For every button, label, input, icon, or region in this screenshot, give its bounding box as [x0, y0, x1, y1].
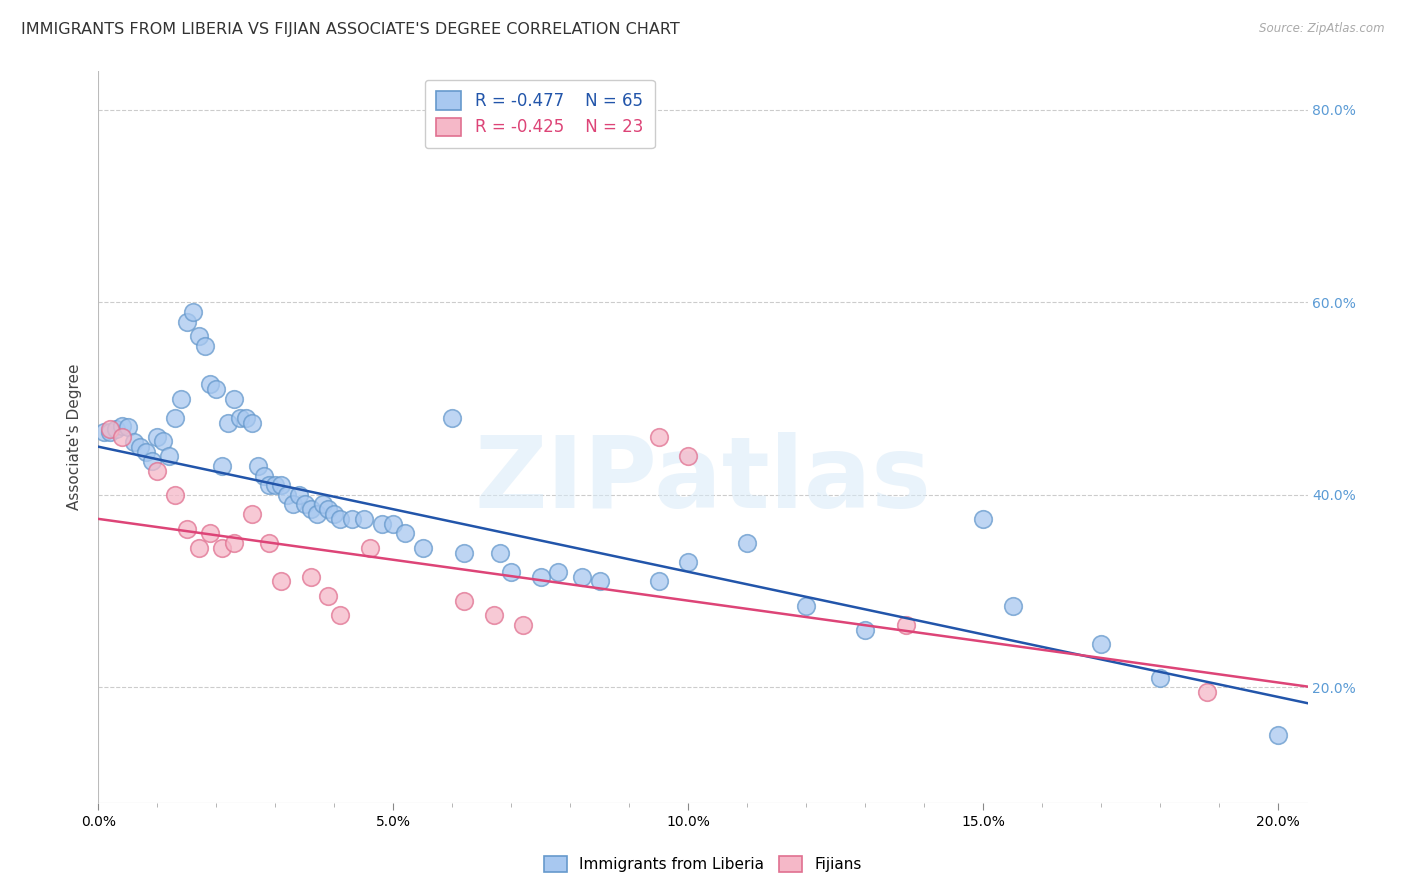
- Point: [441, 410, 464, 425]
- Point: [318, 502, 340, 516]
- Point: [111, 418, 134, 433]
- Point: [394, 526, 416, 541]
- Point: [453, 545, 475, 559]
- Point: [111, 430, 134, 444]
- Point: [294, 498, 316, 512]
- Y-axis label: Associate's Degree: Associate's Degree: [67, 364, 83, 510]
- Point: [305, 507, 328, 521]
- Point: [648, 430, 671, 444]
- Point: [281, 498, 304, 512]
- Point: [288, 488, 311, 502]
- Point: [896, 617, 918, 632]
- Point: [222, 392, 245, 406]
- Point: [122, 434, 145, 449]
- Point: [1197, 685, 1219, 699]
- Point: [648, 574, 671, 589]
- Point: [453, 593, 475, 607]
- Point: [98, 425, 121, 440]
- Point: [176, 315, 198, 329]
- Point: [1267, 728, 1289, 742]
- Point: [353, 512, 375, 526]
- Point: [187, 541, 209, 555]
- Point: [229, 410, 252, 425]
- Point: [323, 507, 346, 521]
- Point: [98, 422, 121, 436]
- Point: [412, 541, 434, 555]
- Point: [165, 410, 187, 425]
- Point: [382, 516, 405, 531]
- Point: [318, 589, 340, 603]
- Point: [678, 555, 700, 569]
- Point: [246, 458, 269, 473]
- Point: [165, 488, 187, 502]
- Point: [240, 416, 263, 430]
- Point: [235, 410, 257, 425]
- Point: [270, 478, 292, 492]
- Point: [329, 608, 352, 623]
- Point: [176, 521, 198, 535]
- Point: [128, 440, 150, 454]
- Point: [530, 569, 553, 583]
- Point: [152, 434, 174, 448]
- Point: [117, 420, 139, 434]
- Point: [252, 468, 274, 483]
- Text: ZIPatlas: ZIPatlas: [475, 433, 931, 530]
- Point: [311, 498, 333, 512]
- Point: [141, 454, 163, 468]
- Point: [794, 599, 817, 613]
- Point: [259, 478, 281, 492]
- Point: [211, 541, 233, 555]
- Point: [972, 512, 994, 526]
- Point: [200, 377, 222, 392]
- Point: [678, 450, 700, 464]
- Point: [259, 536, 281, 550]
- Point: [571, 569, 593, 583]
- Point: [547, 565, 569, 579]
- Point: [1090, 637, 1112, 651]
- Point: [105, 422, 128, 436]
- Point: [194, 338, 217, 352]
- Point: [370, 516, 392, 531]
- Point: [211, 458, 233, 473]
- Point: [299, 502, 322, 516]
- Point: [1149, 671, 1171, 685]
- Point: [93, 425, 115, 440]
- Point: [264, 478, 287, 492]
- Point: [359, 541, 381, 555]
- Point: [329, 512, 352, 526]
- Point: [200, 526, 222, 541]
- Point: [146, 430, 169, 444]
- Point: [299, 569, 322, 583]
- Legend: R = -0.477    N = 65, R = -0.425    N = 23: R = -0.477 N = 65, R = -0.425 N = 23: [425, 79, 655, 148]
- Point: [512, 617, 534, 632]
- Point: [217, 416, 239, 430]
- Point: [589, 574, 612, 589]
- Point: [146, 464, 169, 478]
- Point: [276, 488, 298, 502]
- Point: [488, 545, 510, 559]
- Point: [205, 382, 228, 396]
- Point: [735, 536, 758, 550]
- Point: [135, 444, 157, 458]
- Point: [222, 536, 245, 550]
- Legend: Immigrants from Liberia, Fijians: Immigrants from Liberia, Fijians: [537, 848, 869, 880]
- Point: [501, 565, 523, 579]
- Point: [240, 507, 263, 521]
- Point: [270, 574, 292, 589]
- Point: [482, 608, 505, 623]
- Point: [170, 392, 193, 406]
- Point: [340, 512, 363, 526]
- Text: Source: ZipAtlas.com: Source: ZipAtlas.com: [1260, 22, 1385, 36]
- Point: [187, 329, 209, 343]
- Text: IMMIGRANTS FROM LIBERIA VS FIJIAN ASSOCIATE'S DEGREE CORRELATION CHART: IMMIGRANTS FROM LIBERIA VS FIJIAN ASSOCI…: [21, 22, 681, 37]
- Point: [1001, 599, 1024, 613]
- Point: [157, 450, 180, 464]
- Point: [853, 623, 876, 637]
- Point: [181, 305, 204, 319]
